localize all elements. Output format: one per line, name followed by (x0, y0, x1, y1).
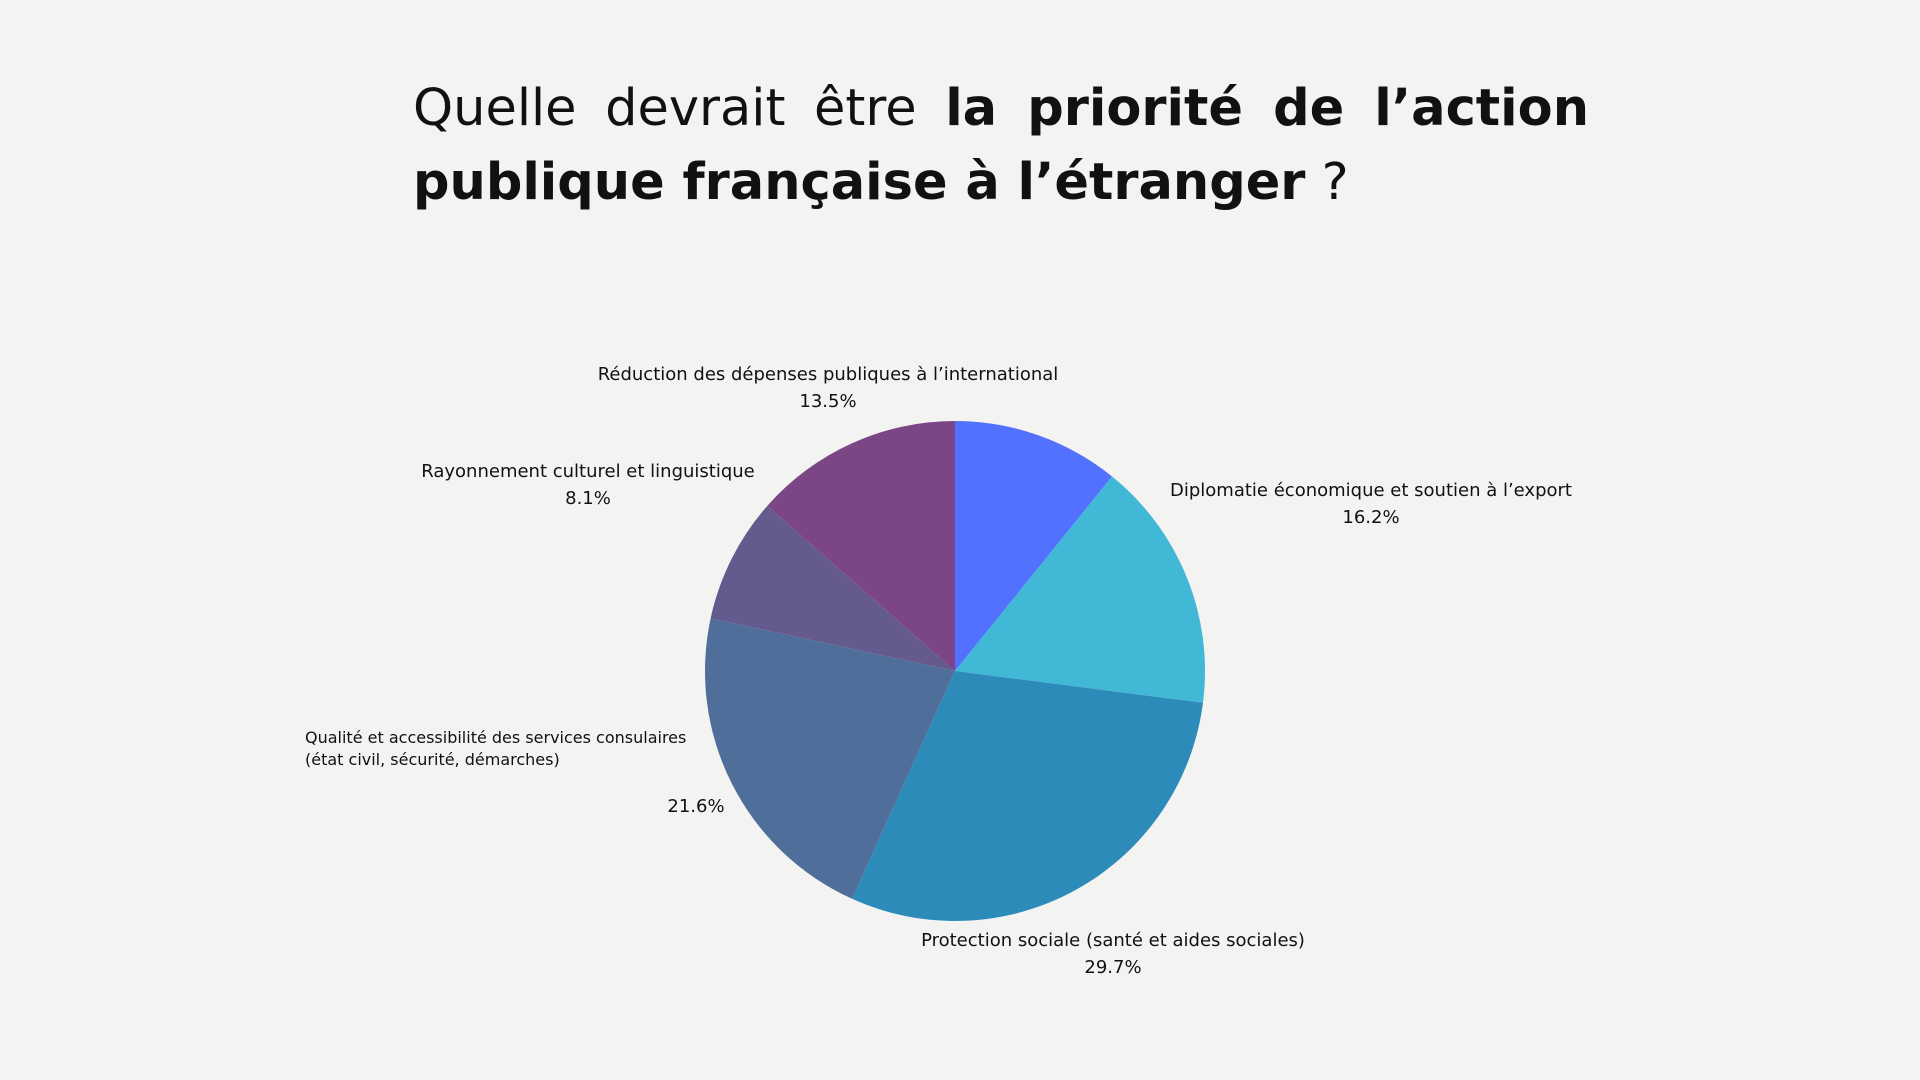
chart-title: Quelle devrait être la priorité de l’act… (413, 72, 1589, 220)
label-diplomatie: Diplomatie économique et soutien à l’exp… (1170, 477, 1572, 531)
pie-slice-4 (710, 505, 955, 671)
value-qualite: 21.6% (667, 796, 725, 817)
slice-label: Réduction des dépenses publiques à l’int… (597, 364, 1059, 385)
pie-slice-3 (704, 618, 955, 899)
label-protection: Protection sociale (santé et aides socia… (921, 927, 1305, 981)
label-reduction: Réduction des dépenses publiques à l’int… (598, 361, 1059, 415)
slice-value: 16.2% (1342, 507, 1400, 528)
pie-slice-5 (767, 421, 955, 671)
slice-value: 29.7% (1084, 957, 1142, 978)
title-part-3: ? (1305, 153, 1349, 212)
label-rayonnement: Rayonnement culturel et linguistique 8.1% (421, 458, 755, 512)
pie-slice-1 (955, 476, 1205, 703)
pie-slice-2 (852, 671, 1203, 921)
pie-slice-0 (955, 421, 1113, 671)
slice-label: Rayonnement culturel et linguistique (421, 461, 755, 482)
label-qualite: Qualité et accessibilité des services co… (305, 727, 686, 771)
slice-label-line-2: (état civil, sécurité, démarches) (305, 750, 560, 769)
slice-label: Protection sociale (santé et aides socia… (921, 930, 1305, 951)
slice-label-line-1: Qualité et accessibilité des services co… (305, 728, 687, 747)
title-part-1: Quelle devrait être (413, 79, 946, 138)
title-part-bold: la priorité de l’action publique françai… (413, 79, 1590, 212)
slice-value: 8.1% (565, 488, 611, 509)
slice-value: 13.5% (799, 391, 857, 412)
slice-label: Diplomatie économique et soutien à l’exp… (1170, 480, 1572, 501)
